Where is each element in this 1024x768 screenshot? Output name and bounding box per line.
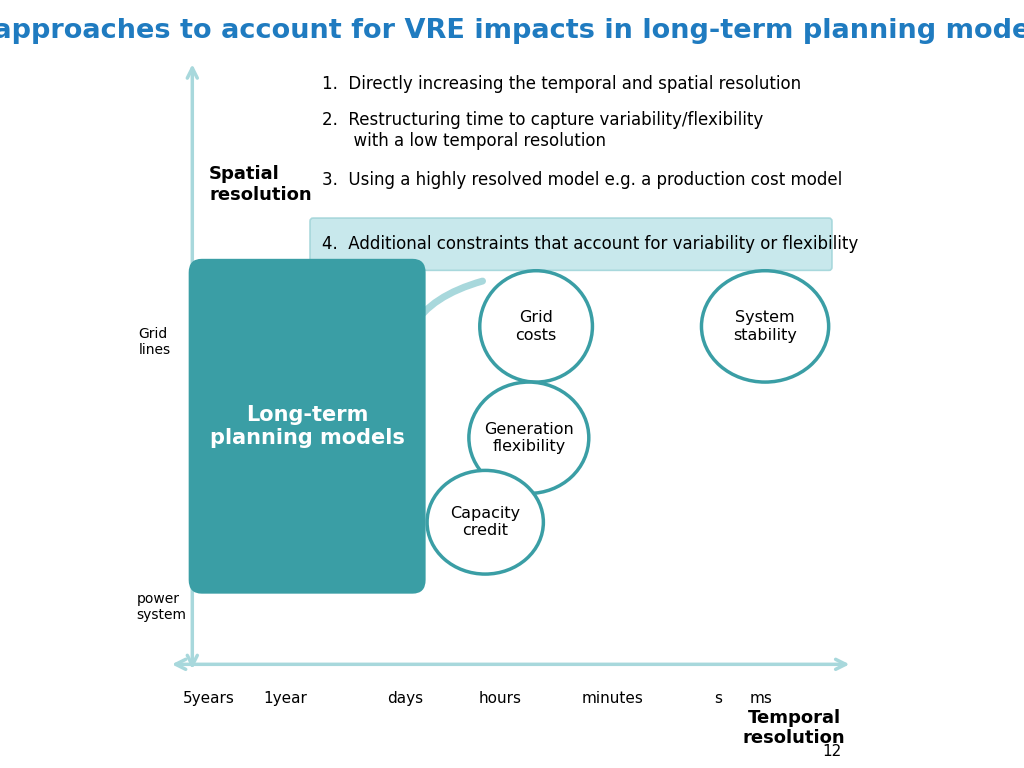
Text: s: s xyxy=(714,691,722,707)
Text: 1.  Directly increasing the temporal and spatial resolution: 1. Directly increasing the temporal and … xyxy=(322,75,801,94)
Text: 4 approaches to account for VRE impacts in long-term planning models: 4 approaches to account for VRE impacts … xyxy=(0,18,1024,44)
Text: 3.  Using a highly resolved model e.g. a production cost model: 3. Using a highly resolved model e.g. a … xyxy=(322,171,842,190)
FancyBboxPatch shape xyxy=(188,259,426,594)
Text: Grid
lines: Grid lines xyxy=(138,326,171,357)
Text: 12: 12 xyxy=(822,743,842,759)
Text: power
system: power system xyxy=(136,591,186,622)
Text: ms: ms xyxy=(750,691,773,707)
Text: Capacity
credit: Capacity credit xyxy=(451,506,520,538)
Text: Temporal
resolution: Temporal resolution xyxy=(742,709,846,747)
Text: Long-term
planning models: Long-term planning models xyxy=(210,405,404,448)
Ellipse shape xyxy=(427,470,544,574)
Ellipse shape xyxy=(701,270,828,382)
Text: hours: hours xyxy=(478,691,521,707)
Text: 4.  Additional constraints that account for variability or flexibility: 4. Additional constraints that account f… xyxy=(322,235,858,253)
Text: System
stability: System stability xyxy=(733,310,797,343)
Ellipse shape xyxy=(480,270,593,382)
Text: Spatial
resolution: Spatial resolution xyxy=(209,165,311,204)
Text: Generation
flexibility: Generation flexibility xyxy=(484,422,573,454)
Text: Grid
costs: Grid costs xyxy=(515,310,557,343)
Text: days: days xyxy=(387,691,423,707)
Text: 1year: 1year xyxy=(263,691,307,707)
Text: 5years: 5years xyxy=(183,691,234,707)
FancyArrowPatch shape xyxy=(399,281,482,405)
Text: 2.  Restructuring time to capture variability/flexibility
      with a low tempo: 2. Restructuring time to capture variabi… xyxy=(322,111,763,150)
Ellipse shape xyxy=(469,382,589,494)
Text: minutes: minutes xyxy=(582,691,643,707)
FancyBboxPatch shape xyxy=(310,218,831,270)
